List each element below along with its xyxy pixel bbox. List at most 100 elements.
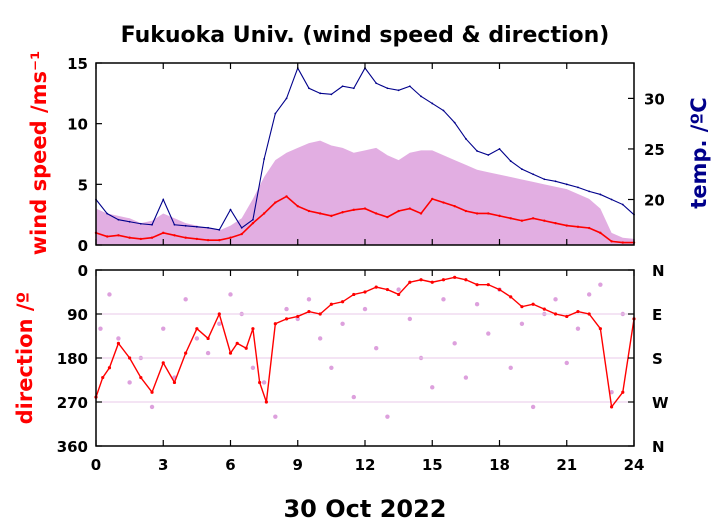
temperature-point — [330, 93, 333, 96]
temperature-point — [509, 160, 512, 162]
compass-label: E — [652, 306, 662, 324]
gust-direction-point — [362, 306, 368, 312]
mean-direction-point — [385, 287, 390, 292]
temperature-point — [386, 87, 389, 90]
temperature-point — [263, 158, 266, 160]
mean-wind-point — [296, 204, 299, 208]
mean-wind-point — [318, 212, 322, 215]
mean-direction-point — [161, 361, 165, 365]
mean-wind-point — [419, 212, 423, 215]
temperature-tick-label: 20 — [644, 192, 665, 210]
x-tick-label: 6 — [225, 456, 235, 474]
gust-direction-point — [217, 321, 222, 326]
mean-wind-point — [106, 235, 109, 238]
temperature-point — [128, 220, 131, 223]
mean-direction-point — [352, 292, 356, 297]
gust-direction-point — [250, 365, 256, 370]
temperature-tick-label: 25 — [644, 141, 665, 159]
mean-direction-point — [553, 312, 558, 316]
gust-direction-point — [430, 385, 435, 390]
mean-direction-point — [587, 312, 591, 316]
mean-direction-line — [95, 276, 635, 409]
temperature-point — [565, 183, 568, 186]
x-tick-label: 12 — [355, 456, 376, 474]
temperature-point — [151, 223, 153, 226]
gust-direction-point — [530, 404, 536, 410]
y-tick-label: 5 — [78, 176, 88, 194]
mean-direction-point — [430, 280, 434, 284]
mean-wind-point — [610, 240, 613, 243]
gust-direction-point — [329, 365, 334, 370]
temperature-point — [229, 208, 232, 211]
mean-wind-point — [442, 201, 445, 204]
gust-direction-point — [161, 326, 166, 331]
mean-wind-point — [352, 208, 355, 212]
gust-direction-point — [609, 390, 614, 395]
direction-tick-label: 360 — [57, 438, 88, 456]
mean-wind-point — [139, 237, 143, 241]
gust-direction-point — [194, 336, 200, 341]
gust-direction-point — [564, 360, 569, 366]
temperature-axis-label: temp. /ºC — [687, 97, 711, 208]
direction-tick-label: 180 — [57, 350, 88, 368]
chart-title: Fukuoka Univ. (wind speed & direction) — [121, 23, 610, 48]
mean-wind-point — [498, 214, 501, 218]
temperature-point — [207, 226, 209, 229]
mean-direction-point — [264, 400, 268, 404]
temperature-point — [610, 198, 613, 201]
mean-direction-point — [307, 309, 311, 314]
x-tick-label: 0 — [91, 456, 101, 474]
mean-direction-point — [172, 380, 177, 385]
mean-direction-point — [542, 307, 546, 311]
mean-direction-point — [464, 278, 468, 282]
mean-direction-point — [235, 341, 239, 345]
mean-direction-point — [363, 290, 367, 294]
temperature-point — [341, 85, 344, 88]
gust-direction-point — [149, 404, 155, 410]
wind-speed-axis-label: wind speed /ms⁻¹ — [27, 51, 51, 256]
gust-direction-point — [228, 292, 233, 297]
temperature-point — [319, 92, 322, 95]
mean-wind-point — [184, 236, 187, 239]
x-tick-label: 21 — [556, 456, 577, 474]
x-tick-label: 3 — [158, 456, 168, 474]
mean-direction-point — [107, 366, 112, 370]
y-tick-label: 10 — [67, 116, 88, 134]
gust-direction-point — [553, 297, 558, 302]
gust-direction-point — [98, 326, 103, 331]
mean-direction-point — [486, 283, 490, 287]
gust-direction-point — [183, 297, 188, 302]
temperature-point — [106, 212, 109, 215]
gust-direction-point — [295, 316, 300, 322]
x-tick-label: 18 — [489, 456, 510, 474]
temperature-point — [375, 82, 378, 85]
mean-wind-point — [543, 219, 546, 222]
mean-wind-point — [162, 231, 165, 235]
mean-direction-point — [497, 287, 502, 292]
compass-label: W — [652, 394, 669, 412]
mean-wind-point — [285, 195, 288, 198]
temperature-point — [184, 224, 187, 227]
mean-direction-point — [273, 322, 277, 326]
mean-direction-point — [609, 405, 614, 409]
gust-direction-point — [486, 331, 491, 336]
mean-wind-point — [453, 204, 456, 208]
temperature-point — [431, 102, 434, 105]
temperature-point — [464, 137, 467, 140]
gust-direction-point — [508, 365, 513, 370]
temperature-point — [476, 150, 478, 152]
gust-direction-point — [407, 316, 413, 322]
mean-wind-point — [150, 236, 154, 239]
y-tick-label: 15 — [67, 55, 88, 73]
mean-wind-point — [386, 215, 389, 219]
temperature-point — [308, 87, 310, 90]
gust-direction-point — [598, 282, 603, 287]
mean-wind-point — [173, 234, 176, 237]
mean-wind-point — [218, 238, 221, 242]
mean-wind-point — [274, 201, 277, 204]
gust-direction-point — [205, 350, 211, 356]
temperature-point — [240, 226, 243, 229]
mean-direction-point — [258, 380, 262, 385]
x-tick-label: 15 — [422, 456, 443, 474]
